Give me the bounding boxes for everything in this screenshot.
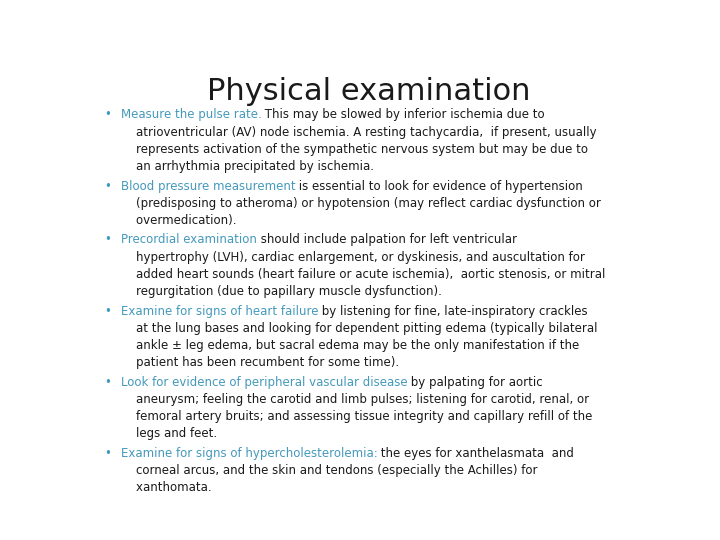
Text: the eyes for xanthelasmata  and: the eyes for xanthelasmata and xyxy=(377,447,575,460)
Text: •: • xyxy=(104,233,111,246)
Text: represents activation of the sympathetic nervous system but may be due to: represents activation of the sympathetic… xyxy=(121,143,588,156)
Text: should include palpation for left ventricular: should include palpation for left ventri… xyxy=(256,233,516,246)
Text: Precordial examination: Precordial examination xyxy=(121,233,256,246)
Text: This may be slowed by inferior ischemia due to: This may be slowed by inferior ischemia … xyxy=(261,109,545,122)
Text: •: • xyxy=(104,447,111,460)
Text: at the lung bases and looking for dependent pitting edema (typically bilateral: at the lung bases and looking for depend… xyxy=(121,322,597,335)
Text: overmedication).: overmedication). xyxy=(121,214,236,227)
Text: corneal arcus, and the skin and tendons (especially the Achilles) for: corneal arcus, and the skin and tendons … xyxy=(121,464,537,477)
Text: Examine for signs of hypercholesterolemia:: Examine for signs of hypercholesterolemi… xyxy=(121,447,377,460)
Text: Physical examination: Physical examination xyxy=(207,77,531,106)
Text: femoral artery bruits; and assessing tissue integrity and capillary refill of th: femoral artery bruits; and assessing tis… xyxy=(121,410,592,423)
Text: •: • xyxy=(104,305,111,318)
Text: atrioventricular (AV) node ischemia. A resting tachycardia,  if present, usually: atrioventricular (AV) node ischemia. A r… xyxy=(121,126,596,139)
Text: ankle ± leg edema, but sacral edema may be the only manifestation if the: ankle ± leg edema, but sacral edema may … xyxy=(121,339,579,352)
Text: Blood pressure measurement: Blood pressure measurement xyxy=(121,180,295,193)
Text: an arrhythmia precipitated by ischemia.: an arrhythmia precipitated by ischemia. xyxy=(121,160,374,173)
Text: regurgitation (due to papillary muscle dysfunction).: regurgitation (due to papillary muscle d… xyxy=(121,285,441,298)
Text: is essential to look for evidence of hypertension: is essential to look for evidence of hyp… xyxy=(295,180,583,193)
Text: Examine for signs of heart failure: Examine for signs of heart failure xyxy=(121,305,318,318)
Text: aneurysm; feeling the carotid and limb pulses; listening for carotid, renal, or: aneurysm; feeling the carotid and limb p… xyxy=(121,393,589,406)
Text: •: • xyxy=(104,180,111,193)
Text: added heart sounds (heart failure or acute ischemia),  aortic stenosis, or mitra: added heart sounds (heart failure or acu… xyxy=(121,268,605,281)
Text: legs and feet.: legs and feet. xyxy=(121,427,217,441)
Text: Look for evidence of peripheral vascular disease: Look for evidence of peripheral vascular… xyxy=(121,376,408,389)
Text: •: • xyxy=(104,109,111,122)
Text: hypertrophy (LVH), cardiac enlargement, or dyskinesis, and auscultation for: hypertrophy (LVH), cardiac enlargement, … xyxy=(121,251,585,264)
Text: •: • xyxy=(104,376,111,389)
Text: (predisposing to atheroma) or hypotension (may reflect cardiac dysfunction or: (predisposing to atheroma) or hypotensio… xyxy=(121,197,600,210)
Text: patient has been recumbent for some time).: patient has been recumbent for some time… xyxy=(121,356,399,369)
Text: by palpating for aortic: by palpating for aortic xyxy=(408,376,543,389)
Text: Measure the pulse rate.: Measure the pulse rate. xyxy=(121,109,261,122)
Text: xanthomata.: xanthomata. xyxy=(121,481,211,494)
Text: by listening for fine, late-inspiratory crackles: by listening for fine, late-inspiratory … xyxy=(318,305,588,318)
